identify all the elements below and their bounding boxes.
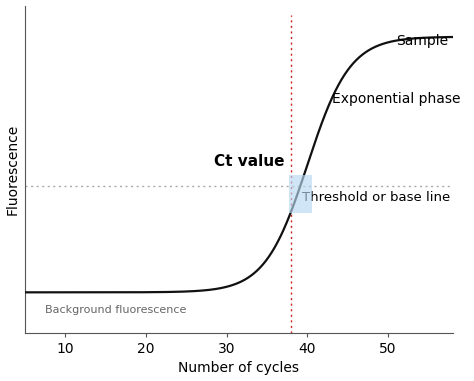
Text: Background fluorescence: Background fluorescence xyxy=(46,305,187,315)
X-axis label: Number of cycles: Number of cycles xyxy=(178,362,300,375)
Text: Exponential phase: Exponential phase xyxy=(332,92,460,106)
Text: Sample: Sample xyxy=(397,34,449,48)
Bar xyxy=(289,175,311,213)
Text: Threshold or base line: Threshold or base line xyxy=(302,191,450,204)
Text: Ct value: Ct value xyxy=(214,154,285,169)
Y-axis label: Fluorescence: Fluorescence xyxy=(6,123,19,215)
